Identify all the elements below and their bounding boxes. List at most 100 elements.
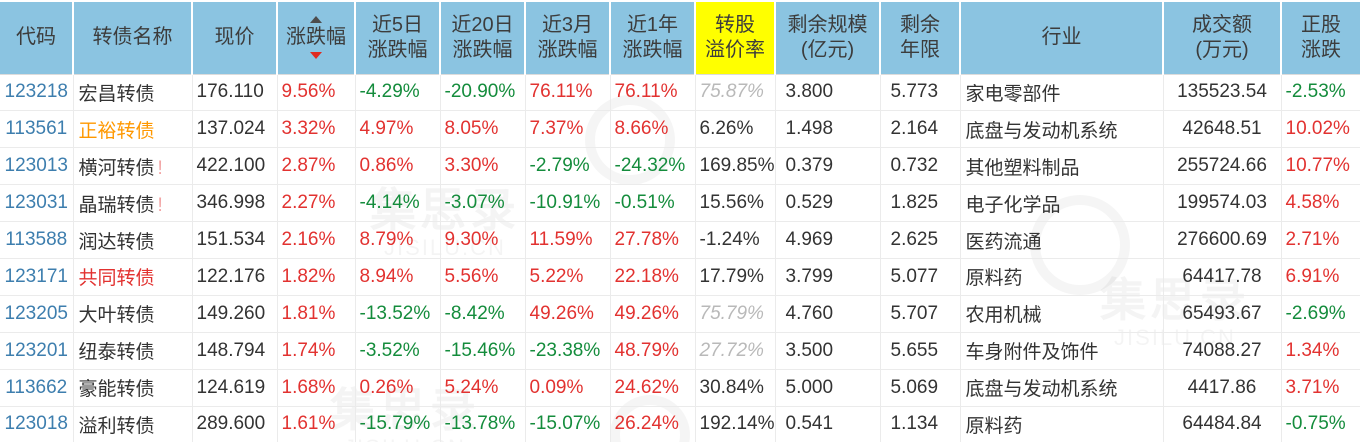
bond-name-link[interactable]: 大叶转债: [73, 295, 193, 333]
col-header-label: 涨跌幅: [286, 26, 346, 49]
col-header-turnover[interactable]: 成交额 (万元): [1163, 0, 1282, 74]
bond-name-text: 晶瑞转债: [78, 194, 155, 216]
remaining-scale-cell: 4.969: [775, 221, 881, 259]
bond-code-link[interactable]: 123205: [0, 295, 74, 333]
bond-code-link[interactable]: 123013: [0, 147, 74, 186]
col-header-label: 涨跌: [1301, 38, 1341, 61]
bond-name-text: 豪能转债: [78, 379, 155, 401]
col-header-years[interactable]: 剩余 年限: [880, 0, 961, 74]
current-price-cell: 151.534: [192, 221, 278, 259]
col-header-industry[interactable]: 行业: [960, 0, 1164, 74]
industry-cell: 农用机械: [960, 295, 1164, 333]
table-row: 123201 纽泰转债 148.794 1.74% -3.52% -15.46% -23.3…: [0, 332, 1360, 370]
change-5d-cell: -4.14%: [355, 184, 441, 223]
remaining-years-cell: 5.077: [880, 258, 961, 296]
col-header-label: 涨跌幅: [622, 38, 683, 61]
change-1y-cell: 48.79%: [610, 332, 696, 370]
col-header-label: 剩余: [900, 13, 940, 36]
bond-name-text: 大叶转债: [78, 305, 155, 327]
sort-desc-icon[interactable]: [310, 52, 322, 60]
bond-name-link[interactable]: 横河转债!: [73, 147, 193, 186]
col-header-label: 涨跌幅: [367, 38, 428, 61]
table-row: 123205 大叶转债 149.260 1.81% -13.52% -8.42% 49.26…: [0, 295, 1360, 333]
change-pct-cell: 3.32%: [277, 110, 356, 149]
industry-cell: 车身附件及饰件: [960, 332, 1164, 370]
bond-name-link[interactable]: 溢利转债: [73, 406, 193, 442]
bond-code-link[interactable]: 113588: [0, 221, 74, 259]
industry-cell: 底盘与发动机系统: [960, 110, 1164, 149]
premium-rate-cell: 30.84%: [695, 369, 776, 407]
turnover-cell: 64484.84: [1163, 406, 1282, 442]
remaining-scale-cell: 3.500: [775, 332, 881, 370]
change-5d-cell: 0.26%: [355, 369, 441, 407]
turnover-cell: 4417.86: [1163, 369, 1282, 407]
change-3m-cell: 5.22%: [525, 258, 611, 296]
bond-name-link[interactable]: 宏昌转债: [73, 73, 193, 112]
change-3m-cell: 11.59%: [525, 221, 611, 259]
col-header-name[interactable]: 转债名称: [73, 0, 193, 74]
bond-code-link[interactable]: 123218: [0, 73, 74, 112]
change-pct-cell: 1.74%: [277, 332, 356, 370]
col-header-label: 年限: [900, 38, 940, 61]
change-1y-cell: -24.32%: [610, 147, 696, 186]
turnover-cell: 42648.51: [1163, 110, 1282, 149]
change-20d-cell: -20.90%: [440, 73, 526, 112]
premium-rate-cell: 75.79%: [695, 295, 776, 333]
change-1y-cell: 76.11%: [610, 73, 696, 112]
bond-code-link[interactable]: 123201: [0, 332, 74, 370]
bond-name-link[interactable]: 正裕转债: [73, 110, 193, 149]
bond-code-link[interactable]: 123171: [0, 258, 74, 296]
change-1y-cell: 24.62%: [610, 369, 696, 407]
col-header-label: 近20日: [451, 13, 514, 36]
change-3m-cell: -23.38%: [525, 332, 611, 370]
table-row: 113662 豪能转债 124.619 1.68% 0.26% 5.24% 0.09% 24.…: [0, 369, 1360, 407]
bond-name-link[interactable]: 晶瑞转债!: [73, 184, 193, 223]
current-price-cell: 124.619: [192, 369, 278, 407]
bond-name-text: 正裕转债: [78, 120, 155, 142]
col-header-change[interactable]: 涨跌幅: [277, 0, 356, 74]
current-price-cell: 149.260: [192, 295, 278, 333]
turnover-cell: 135523.54: [1163, 73, 1282, 112]
current-price-cell: 422.100: [192, 147, 278, 186]
change-20d-cell: 9.30%: [440, 221, 526, 259]
col-header-label: 近3月: [541, 13, 594, 36]
bond-code-link[interactable]: 113662: [0, 369, 74, 407]
col-header-chg3m[interactable]: 近3月 涨跌幅: [525, 0, 611, 74]
col-header-label: 近1年: [626, 13, 679, 36]
bond-code-link[interactable]: 123018: [0, 406, 74, 442]
warning-flag-icon: !: [157, 157, 163, 179]
change-20d-cell: 3.30%: [440, 147, 526, 186]
sort-asc-icon[interactable]: [310, 16, 322, 24]
change-3m-cell: 49.26%: [525, 295, 611, 333]
remaining-years-cell: 1.825: [880, 184, 961, 223]
change-3m-cell: 0.09%: [525, 369, 611, 407]
col-header-price[interactable]: 现价: [192, 0, 278, 74]
bond-name-link[interactable]: 共同转债: [73, 258, 193, 296]
bond-name-link[interactable]: 润达转债: [73, 221, 193, 259]
col-header-premium[interactable]: 转股 溢价率: [695, 0, 776, 74]
col-header-chg20[interactable]: 近20日 涨跌幅: [440, 0, 526, 74]
bond-code-link[interactable]: 113561: [0, 110, 74, 149]
stock-change-cell: 2.71%: [1281, 221, 1360, 259]
turnover-cell: 65493.67: [1163, 295, 1282, 333]
turnover-cell: 74088.27: [1163, 332, 1282, 370]
bond-code-link[interactable]: 123031: [0, 184, 74, 223]
col-header-chg5[interactable]: 近5日 涨跌幅: [355, 0, 441, 74]
remaining-years-cell: 5.707: [880, 295, 961, 333]
change-20d-cell: 5.56%: [440, 258, 526, 296]
premium-rate-cell: 6.26%: [695, 110, 776, 149]
col-header-code[interactable]: 代码: [0, 0, 74, 74]
col-header-chg1y[interactable]: 近1年 涨跌幅: [610, 0, 696, 74]
col-header-stock[interactable]: 正股 涨跌: [1281, 0, 1360, 74]
bond-name-text: 横河转债: [78, 157, 155, 179]
remaining-years-cell: 1.134: [880, 406, 961, 442]
col-header-label: 正股: [1301, 13, 1341, 36]
stock-change-cell: -0.75%: [1281, 406, 1360, 442]
current-price-cell: 122.176: [192, 258, 278, 296]
bond-name-link[interactable]: 豪能转债: [73, 369, 193, 407]
col-header-scale[interactable]: 剩余规模 (亿元): [775, 0, 881, 74]
bond-name-link[interactable]: 纽泰转债: [73, 332, 193, 370]
change-1y-cell: 26.24%: [610, 406, 696, 442]
change-3m-cell: 7.37%: [525, 110, 611, 149]
